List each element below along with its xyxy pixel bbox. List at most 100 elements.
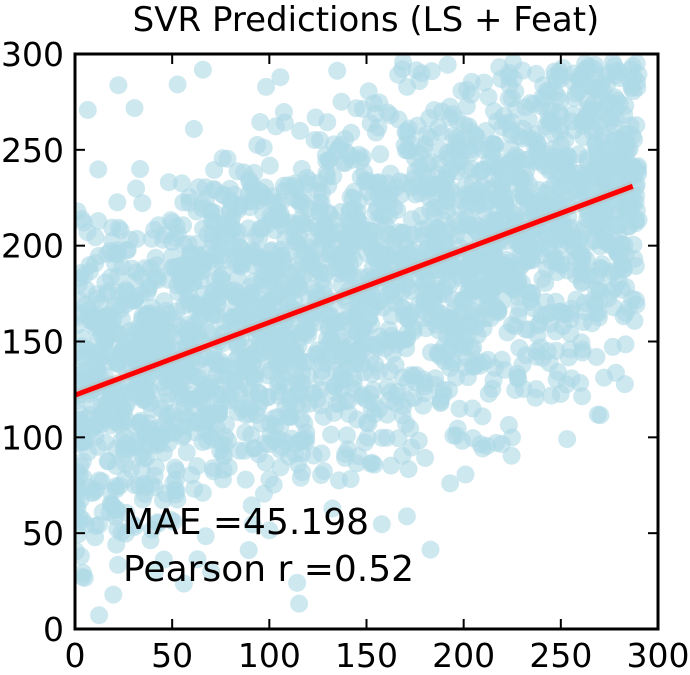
data-point xyxy=(287,346,306,365)
data-point xyxy=(125,350,144,369)
data-point xyxy=(425,198,444,217)
data-point xyxy=(500,63,519,82)
data-point xyxy=(343,150,362,169)
data-point xyxy=(264,431,283,450)
data-point xyxy=(547,71,566,90)
data-point xyxy=(541,111,560,130)
data-point xyxy=(380,362,399,381)
y-tick-label: 100 xyxy=(1,418,64,457)
data-point xyxy=(519,110,538,129)
data-point xyxy=(260,156,279,175)
data-point xyxy=(172,174,191,193)
data-point xyxy=(455,115,474,134)
data-point xyxy=(415,384,434,403)
data-point xyxy=(311,396,330,415)
data-point xyxy=(213,365,232,384)
data-point xyxy=(339,263,358,282)
data-point xyxy=(533,348,552,367)
data-point xyxy=(243,515,262,534)
data-point xyxy=(510,339,529,358)
data-point xyxy=(250,383,269,402)
chart-title: SVR Predictions (LS + Feat) xyxy=(133,0,600,40)
data-point xyxy=(558,261,577,280)
data-point xyxy=(75,568,94,587)
data-point xyxy=(408,116,427,135)
data-point xyxy=(339,308,358,327)
data-point xyxy=(573,387,592,406)
data-point xyxy=(467,135,486,154)
data-point xyxy=(107,456,126,475)
data-point xyxy=(118,240,137,259)
data-point xyxy=(148,435,167,454)
data-point xyxy=(336,444,355,463)
data-point xyxy=(479,87,498,106)
data-point xyxy=(440,275,459,294)
data-point xyxy=(513,61,532,80)
data-point xyxy=(318,113,337,132)
data-point xyxy=(552,135,571,154)
data-point xyxy=(114,399,133,418)
data-point xyxy=(162,323,181,342)
data-point xyxy=(414,282,433,301)
data-point xyxy=(100,503,119,522)
data-point xyxy=(272,192,291,211)
data-point xyxy=(337,426,356,445)
data-point xyxy=(361,385,380,404)
data-point xyxy=(116,280,135,299)
data-point xyxy=(174,216,193,235)
data-point xyxy=(326,314,345,333)
data-point xyxy=(337,342,356,361)
data-point xyxy=(234,246,253,265)
data-point xyxy=(622,60,641,79)
data-point xyxy=(358,244,377,263)
data-point xyxy=(323,499,342,518)
data-point xyxy=(325,403,344,422)
data-point xyxy=(372,515,391,534)
data-point xyxy=(314,270,333,289)
data-point xyxy=(510,127,529,146)
data-point xyxy=(468,311,487,330)
data-point xyxy=(382,306,401,325)
data-point xyxy=(517,150,536,169)
data-point xyxy=(341,470,360,489)
data-point xyxy=(341,201,360,220)
data-point xyxy=(460,264,479,283)
data-point xyxy=(490,190,509,209)
data-point xyxy=(271,68,290,87)
data-point xyxy=(371,145,390,164)
data-point xyxy=(219,391,238,410)
data-point xyxy=(220,203,239,222)
data-point xyxy=(398,373,417,392)
data-point xyxy=(438,55,457,74)
data-point xyxy=(559,348,578,367)
data-point xyxy=(212,239,231,258)
data-point xyxy=(190,388,209,407)
data-point xyxy=(441,474,460,493)
data-point xyxy=(206,254,225,273)
data-point xyxy=(609,272,628,291)
data-point xyxy=(257,77,276,96)
data-point xyxy=(500,76,519,95)
data-point xyxy=(214,185,233,204)
data-point xyxy=(270,327,289,346)
x-tick-label: 0 xyxy=(65,636,86,675)
data-point xyxy=(180,245,199,264)
data-point xyxy=(406,176,425,195)
data-point xyxy=(304,446,323,465)
data-point xyxy=(137,304,156,323)
data-point xyxy=(624,82,643,101)
data-point xyxy=(289,256,308,275)
data-point xyxy=(623,126,642,145)
data-point xyxy=(456,465,475,484)
data-point xyxy=(585,55,604,74)
data-point xyxy=(75,547,90,566)
data-point xyxy=(368,173,387,192)
data-point xyxy=(203,305,222,324)
data-point xyxy=(164,473,183,492)
data-point xyxy=(336,391,355,410)
x-tick-label: 300 xyxy=(627,636,690,675)
data-point xyxy=(529,194,548,213)
data-point xyxy=(202,562,221,581)
data-point xyxy=(138,283,157,302)
data-point xyxy=(377,223,396,242)
